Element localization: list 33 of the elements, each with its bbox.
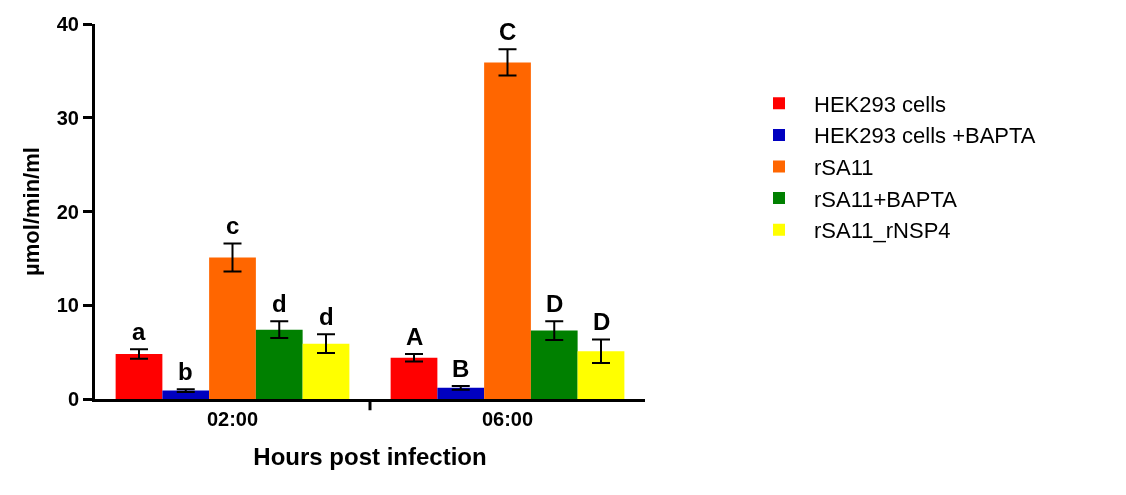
data-label: d xyxy=(319,303,334,330)
data-label: B xyxy=(452,355,470,382)
bar xyxy=(390,357,438,399)
bar xyxy=(530,330,578,399)
data-label: D xyxy=(546,290,564,317)
y-tick-label: 20 xyxy=(56,200,79,223)
y-tick-label: 30 xyxy=(56,106,79,129)
legend-label: HEK293 cells +BAPTA xyxy=(814,123,1036,149)
bar xyxy=(577,351,625,399)
bar xyxy=(209,257,256,399)
y-tick-label: 10 xyxy=(56,294,79,317)
y-tick-label: 40 xyxy=(56,13,79,35)
bar xyxy=(484,62,531,399)
bar xyxy=(255,329,303,399)
bar xyxy=(302,343,350,399)
data-label: C xyxy=(499,18,517,45)
y-tick-label: 0 xyxy=(67,388,79,410)
legend-label: HEK293 cells xyxy=(814,91,947,117)
bar xyxy=(437,387,485,399)
legend-label: rSA11+BAPTA xyxy=(814,186,958,212)
y-axis-title: µmol/min/ml xyxy=(18,147,44,276)
x-axis-title: Hours post infection xyxy=(253,443,487,471)
bar xyxy=(115,354,163,399)
legend-label: rSA11 xyxy=(814,155,874,181)
data-label: A xyxy=(406,323,424,350)
data-label: c xyxy=(226,212,240,239)
data-label: D xyxy=(593,308,611,335)
data-label: a xyxy=(132,318,146,345)
data-label: d xyxy=(272,290,287,317)
legend-label: rSA11_rNSP4 xyxy=(814,218,951,244)
data-label: b xyxy=(178,358,193,385)
x-tick-label: 06:00 xyxy=(481,408,534,430)
x-tick-label: 02:00 xyxy=(206,408,259,430)
